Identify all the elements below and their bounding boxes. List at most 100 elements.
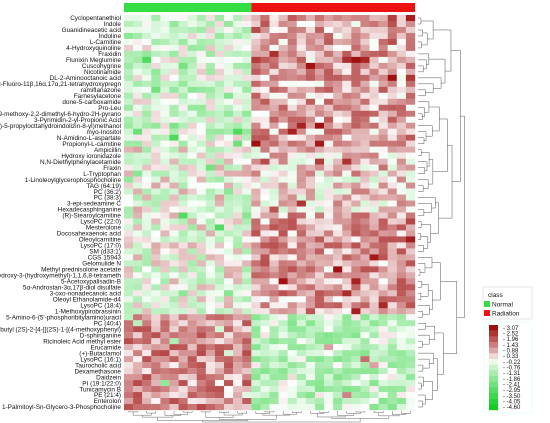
heatmap-cell [287,206,297,213]
heatmap-cell [387,188,397,195]
heatmap-cell [405,26,416,34]
heatmap-cell [278,248,288,255]
heatmap-cell [133,86,143,93]
heatmap-cell [178,248,188,255]
heatmap-cell [378,56,388,64]
heatmap-cell [178,128,188,135]
heatmap-cell [178,50,188,58]
heatmap-cell [160,74,170,81]
heatmap-cell [251,242,261,249]
heatmap-cell [378,278,388,285]
heatmap-cell [278,38,288,46]
heatmap-cell [369,314,379,321]
heatmap-cell [378,242,388,249]
heatmap-cell [214,302,225,309]
heatmap-cell [178,356,188,363]
heatmap-cell [333,218,343,225]
heatmap-cell [360,188,370,195]
heatmap-cell [251,194,261,201]
heatmap-cell [314,15,325,22]
heatmap-cell [224,128,234,135]
heatmap-cell [405,344,416,351]
heatmap-cell [278,218,288,225]
heatmap-cell [287,74,297,81]
heatmap-cell [351,116,361,123]
heatmap-cell [396,290,407,297]
heatmap-cell [133,50,143,58]
heatmap-cell [324,128,334,135]
heatmap-cell [369,32,379,40]
heatmap-cell [405,266,416,273]
heatmap-cell [242,74,252,81]
heatmap-cell [260,332,270,339]
heatmap-cell [260,338,270,345]
heatmap-cell [305,254,316,261]
column-dendrogram-branch [164,411,182,416]
heatmap-cell [405,92,416,99]
heatmap-cell [387,308,397,315]
row-dendrogram-branch [440,281,458,354]
heatmap-cell [305,44,316,52]
heatmap-cell [342,15,352,22]
heatmap-cell [124,200,134,207]
heatmap-cell [151,158,161,165]
heatmap-cell [224,158,234,165]
heatmap-cell [178,74,188,81]
heatmap-cell [187,80,197,87]
heatmap-cell [233,110,243,117]
heatmap-cell [396,356,407,363]
heatmap-cell [133,158,143,165]
heatmap-cell [296,56,307,64]
heatmap-cell [160,320,170,327]
heatmap-cell [333,314,343,321]
heatmap-cell [151,386,161,393]
heatmap-cell [287,200,297,207]
heatmap-cell [224,38,234,46]
heatmap-cell [314,224,325,231]
heatmap-cell [287,128,297,135]
heatmap-cell [305,356,316,363]
heatmap-cell [351,302,361,309]
heatmap-cell [305,392,316,399]
heatmap-cell [342,266,352,273]
heatmap-cell [342,122,352,129]
heatmap-cell [169,278,179,285]
heatmap-cell [305,74,316,81]
heatmap-cell [187,26,197,34]
heatmap-cell [124,314,134,321]
heatmap-cell [305,164,316,171]
heatmap-cell [224,308,234,315]
heatmap-cell [260,230,270,237]
heatmap-cell [269,224,279,231]
heatmap-cell [342,284,352,291]
heatmap-cell [151,116,161,123]
heatmap-cell [224,278,234,285]
heatmap-cell [205,332,216,339]
row-dendrogram-branch [418,322,426,330]
heatmap-cell [405,176,416,183]
heatmap-cell [269,308,279,315]
heatmap-cell [242,188,252,195]
color-scale-swatch [489,364,498,371]
row-label: PC (40:4) [94,320,121,327]
heatmap-cell [187,20,197,28]
heatmap-cell [387,200,397,207]
heatmap-cell [369,326,379,333]
heatmap-cell [387,62,397,70]
heatmap-cell [342,206,352,213]
heatmap-cell [251,254,261,261]
heatmap-cell [169,326,179,333]
heatmap-cell [142,242,152,249]
heatmap-cell [242,278,252,285]
heatmap-cell [342,386,352,393]
row-dendrogram-branch [418,161,428,171]
heatmap-cell [196,128,206,135]
heatmap-cell [324,326,334,333]
heatmap-cell [378,296,388,303]
heatmap-cell [224,26,234,34]
heatmap-cell [278,20,288,28]
heatmap-cell [324,272,334,279]
heatmap-cell [351,98,361,105]
heatmap-cell [305,182,316,189]
heatmap-cell [387,380,397,387]
